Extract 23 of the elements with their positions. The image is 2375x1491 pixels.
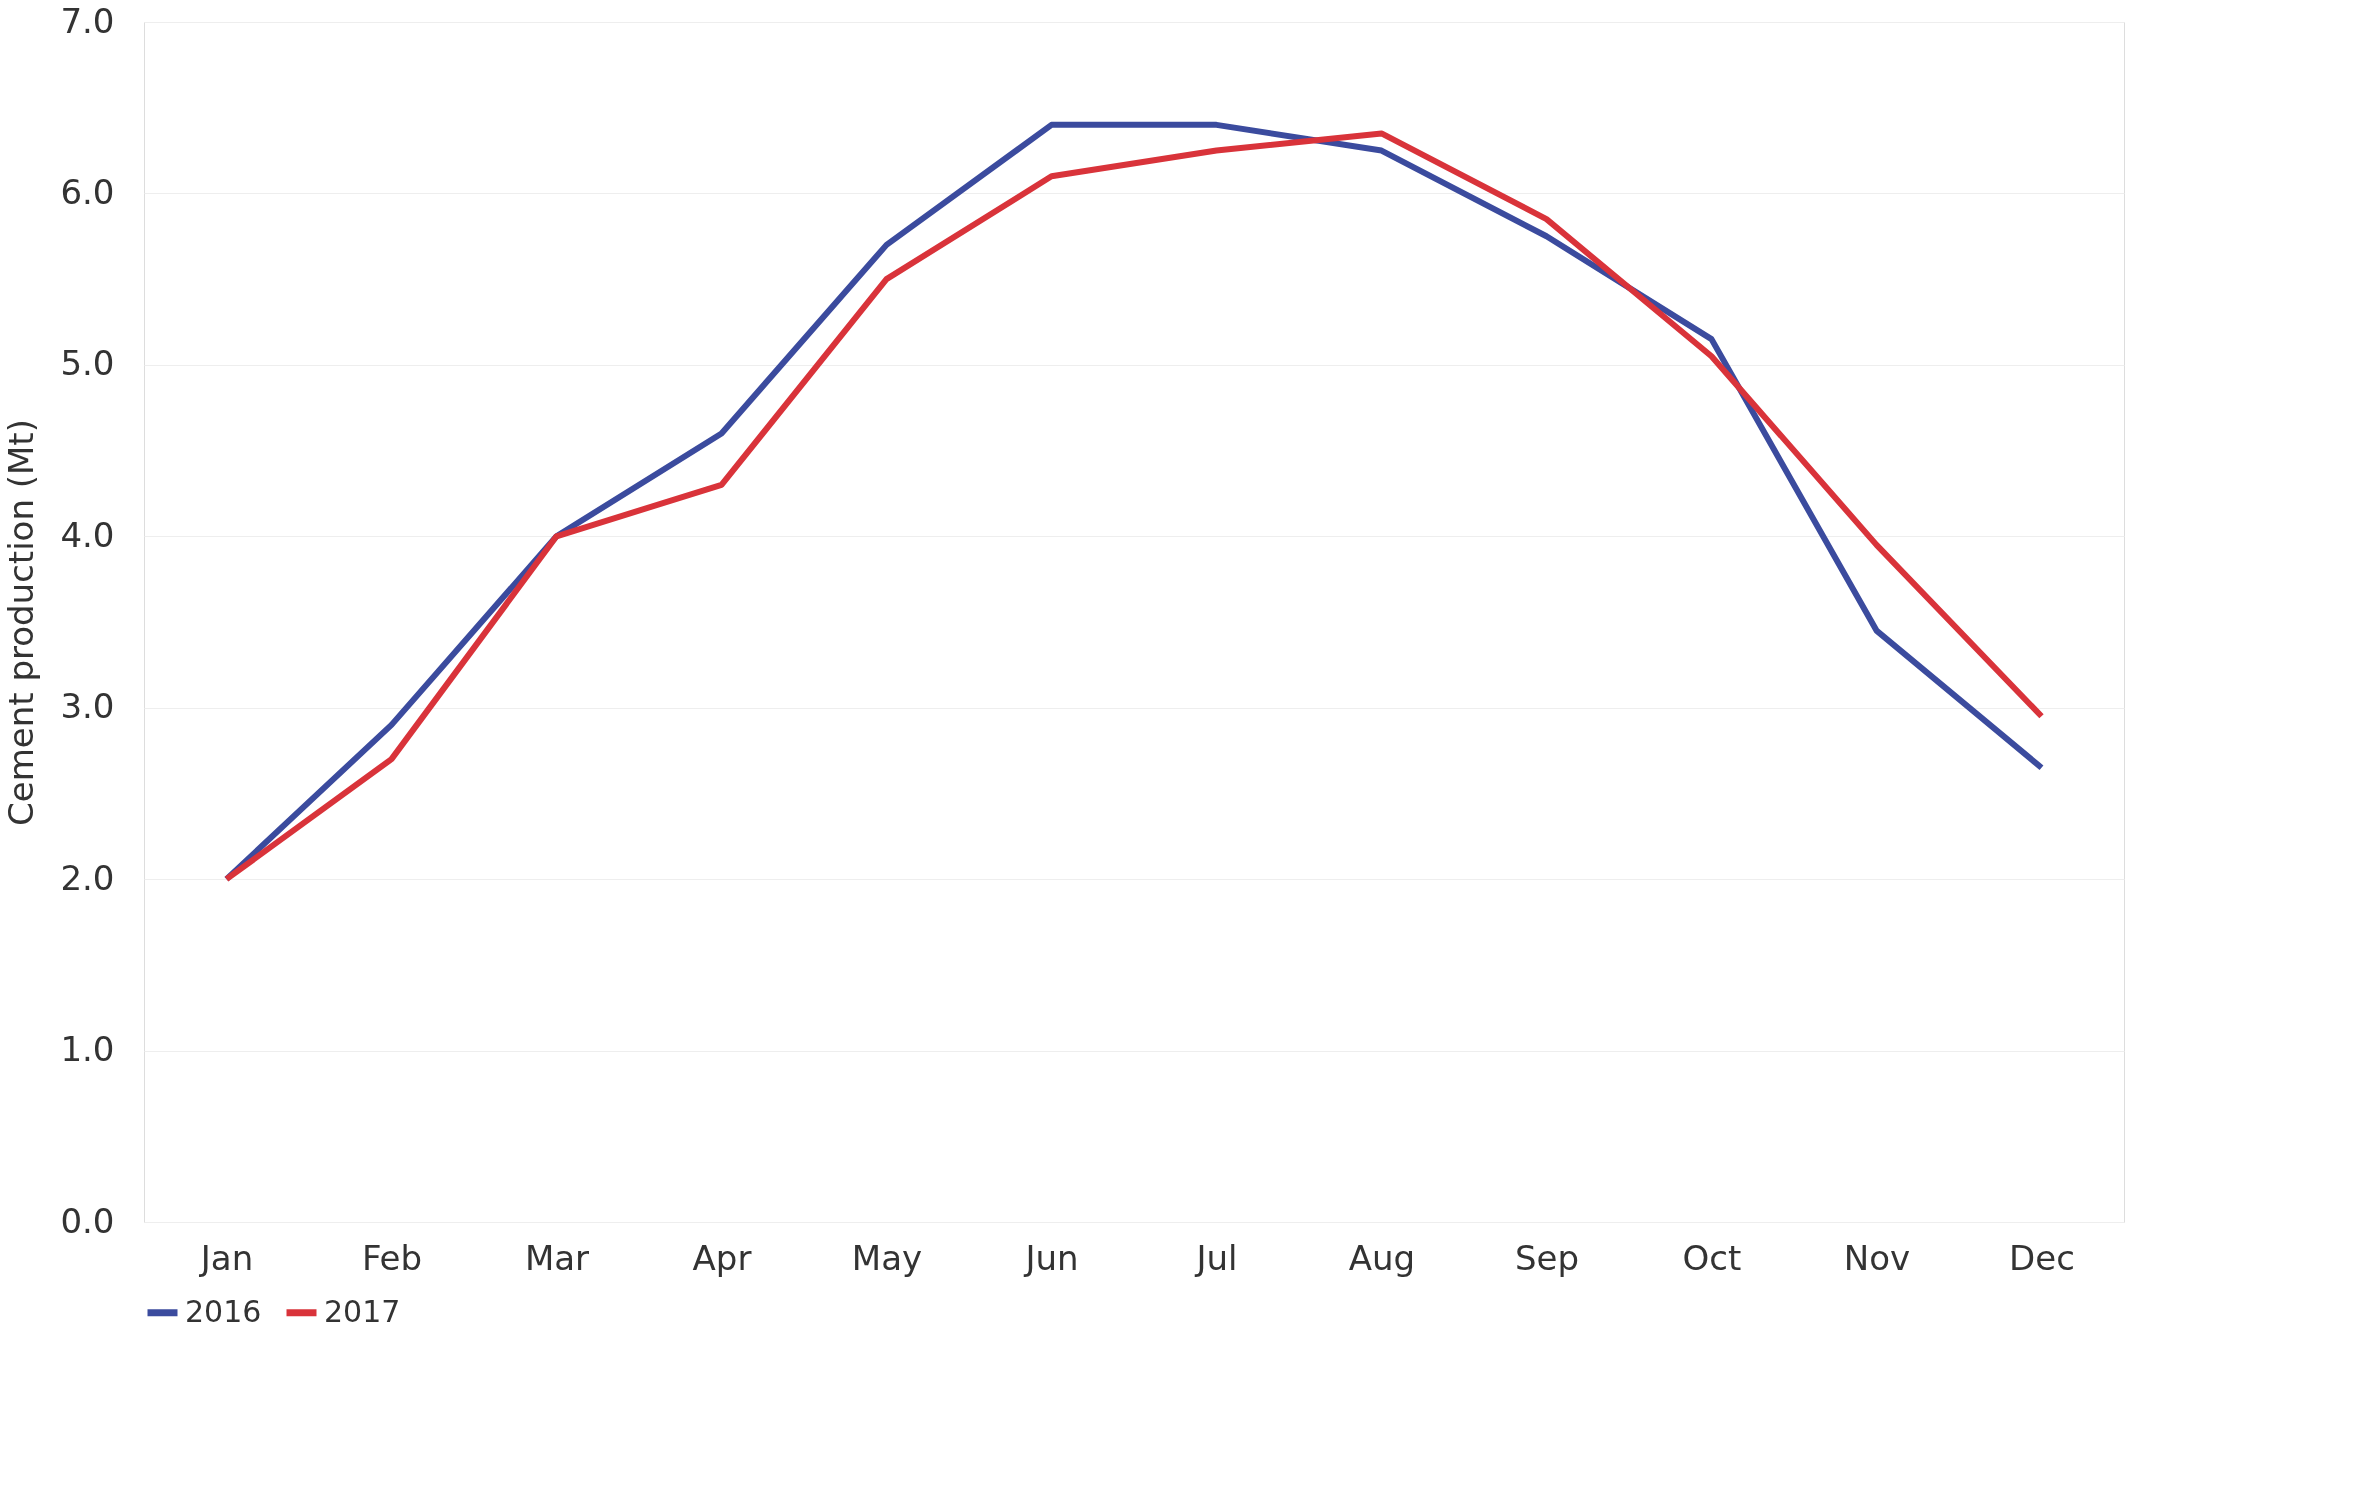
x-tick-label: Jan: [198, 1237, 254, 1278]
y-tick-label: 0.0: [60, 1200, 115, 1241]
x-tick-label: Feb: [361, 1237, 423, 1278]
y-tick-label: 3.0: [60, 686, 115, 727]
y-tick-label: 2.0: [60, 857, 115, 898]
legend-label: 2017: [324, 1293, 401, 1329]
x-tick-label: Mar: [524, 1237, 590, 1278]
y-tick-label: 5.0: [60, 343, 115, 384]
x-tick-label: Sep: [1514, 1237, 1580, 1278]
x-tick-label: Jun: [1023, 1237, 1079, 1278]
y-tick-label: 7.0: [60, 0, 115, 41]
y-tick-label: 6.0: [60, 171, 115, 212]
y-tick-label: 4.0: [60, 514, 115, 555]
x-tick-label: Jul: [1194, 1237, 1238, 1278]
x-tick-label: Dec: [2009, 1237, 2075, 1278]
x-tick-label: Nov: [1843, 1237, 1911, 1278]
x-tick-label: Aug: [1348, 1237, 1416, 1278]
x-tick-label: Apr: [692, 1237, 752, 1278]
y-axis-title: Cement production (Mt): [1, 419, 42, 826]
legend-label: 2016: [185, 1293, 262, 1329]
y-tick-label: 1.0: [60, 1029, 115, 1070]
x-tick-label: Oct: [1682, 1237, 1742, 1278]
x-tick-label: May: [851, 1237, 923, 1278]
